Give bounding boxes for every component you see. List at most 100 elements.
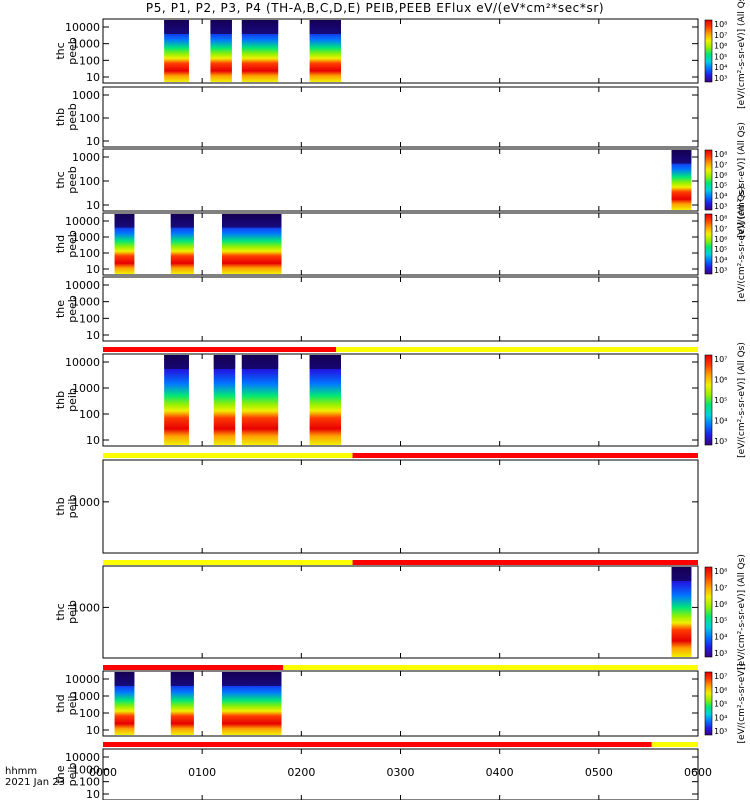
colorbar-tick-label: 10⁵ [714, 52, 727, 61]
flag-segment-red [103, 742, 652, 747]
colorbar-fill [704, 566, 713, 658]
colorbar-tick-label: 10⁸ [714, 567, 727, 576]
flag-bar [103, 665, 698, 670]
y-tick-label: 100 [79, 707, 100, 720]
y-tick-label: 1000 [72, 601, 100, 614]
colorbar-tick-label: 10⁶ [714, 235, 727, 244]
y-tick-label: 1000 [72, 690, 100, 703]
y-tick-label: 10 [86, 199, 100, 212]
panel-label: peib [66, 388, 79, 412]
spectrogram-block-top [170, 214, 194, 228]
panel-thb-peib-5: 10000 1000 100 10 thb peib 10⁷ 10⁶ 10⁵ 10⁴ 10³ [eV/… [54, 342, 747, 458]
spectrogram-block-top [309, 20, 341, 34]
colorbar-tick-label: 10³ [714, 266, 727, 275]
spectrogram-block-top [309, 355, 341, 369]
panel-label: the [54, 300, 67, 318]
spectrogram-block-top [164, 355, 189, 369]
panel-frame [102, 86, 699, 148]
spectrogram-block-top [213, 355, 236, 369]
colorbar-tick-label: 10⁴ [714, 256, 727, 265]
y-tick-label: 1000 [72, 496, 100, 509]
flag-segment-yellow [336, 347, 698, 352]
panel-frame [102, 459, 699, 554]
x-tick-label: 0300 [387, 766, 415, 779]
panel-label: peib [66, 692, 79, 716]
panel-label: the [54, 765, 67, 783]
spectrogram-block-top [210, 20, 232, 34]
spectrogram-block-top [222, 672, 282, 686]
spectrogram-block [170, 672, 194, 735]
colorbar-tick-label: 10⁴ [714, 633, 727, 642]
panel-frame [102, 276, 699, 342]
y-tick-label: 10 [86, 724, 100, 737]
colorbar-tick-label: 10⁷ [714, 355, 727, 364]
colorbar: 10⁷ 10⁶ 10⁵ 10⁴ 10³ [eV/(cm²-s-sr-eV)] [704, 663, 747, 744]
panel-label: peib [66, 763, 79, 787]
flag-bar [103, 742, 698, 747]
colorbar-label: [eV/(cm²-s-sr-eV)] (All Qs) [737, 186, 747, 302]
colorbar-tick-label: 10⁵ [714, 616, 727, 625]
x-axis: 0000 0100 0200 0300 0400 0500 0600 [89, 766, 712, 779]
y-tick-label: 100 [79, 776, 100, 789]
colorbar-label: [eV/(cm²-s-sr-eV)] [737, 663, 747, 743]
colorbar-tick-label: 10⁷ [714, 160, 727, 169]
panel-label: peib [66, 600, 79, 624]
panel-label: peeb [66, 295, 79, 323]
spectrogram-block [114, 214, 135, 274]
y-tick-label: 10 [86, 788, 100, 800]
x-tick-label: 0100 [188, 766, 216, 779]
y-tick-label: 1000 [72, 89, 100, 102]
panel-label: thb [54, 108, 67, 126]
colorbar-tick-label: 10⁷ [714, 224, 727, 233]
x-tick-label: 0400 [486, 766, 514, 779]
spectrogram-block-top [222, 214, 282, 228]
panel-label: thb [54, 497, 67, 515]
y-tick-label: 10000 [65, 356, 100, 369]
panel-thb-peib-6: 1000 thb peib [54, 459, 699, 554]
colorbar-fill [704, 671, 713, 736]
panel-label: thd [54, 694, 67, 712]
flag-bar [103, 347, 698, 352]
y-tick-label: 1000 [72, 296, 100, 309]
colorbar-tick-label: 10³ [714, 727, 727, 736]
flag-segment-yellow [103, 453, 353, 458]
x-tick-label: 0000 [89, 766, 117, 779]
colorbar-label: [eV/(cm²-s-sr-eV)] (All Qs) [737, 342, 747, 458]
spectrogram-block-top [671, 567, 692, 581]
spectrogram-block [213, 355, 236, 445]
flag-segment-red [352, 560, 698, 565]
y-tick-label: 1000 [72, 151, 100, 164]
panel-label: peeb [66, 37, 79, 65]
spectrogram-block-top [241, 20, 279, 34]
spectrogram-block [671, 150, 692, 210]
flag-segment-yellow [651, 742, 698, 747]
spectrogram-block [164, 355, 189, 445]
colorbar-tick-label: 10⁵ [714, 396, 727, 405]
spectrogram-block [671, 567, 692, 657]
colorbar-label: [eV/(cm²-s-sr-eV)] (All Qs) [737, 122, 747, 238]
y-tick-label: 10000 [65, 751, 100, 764]
colorbar-fill [704, 19, 713, 83]
spectrogram-block [241, 355, 279, 445]
panel-thd-peib-8: 10000 1000 100 10 thd peib 10⁷ 10⁶ 10⁵ 10⁴ 10³ [eV/… [54, 663, 747, 743]
y-tick-label: 100 [79, 112, 100, 125]
colorbar-tick-label: 10³ [714, 74, 727, 83]
colorbar-tick-label: 10⁶ [714, 600, 727, 609]
colorbar-tick-label: 10⁶ [714, 171, 727, 180]
colorbar-tick-label: 10⁴ [714, 417, 727, 426]
panel-frame [102, 565, 699, 659]
panel-label: thc [54, 603, 67, 620]
spectrogram-block-top [671, 150, 692, 164]
panel-label: thd [54, 235, 67, 253]
colorbar-fill [704, 213, 713, 275]
spectrogram-block-top [164, 20, 189, 34]
colorbar-label: [eV/(cm²-s-sr-eV)] (All Qs) [737, 554, 747, 670]
flag-bar [103, 453, 698, 458]
panel-label: thc [54, 42, 67, 59]
colorbar-tick-label: 10⁴ [714, 192, 727, 201]
colorbar-fill [704, 354, 713, 446]
colorbar-tick-label: 10⁸ [714, 214, 727, 223]
